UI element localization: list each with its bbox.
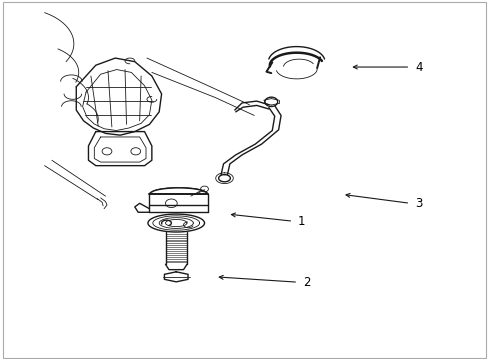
Text: 2: 2 (303, 276, 310, 289)
Text: 1: 1 (298, 215, 305, 228)
Text: 3: 3 (414, 197, 422, 210)
Text: 4: 4 (414, 60, 422, 73)
